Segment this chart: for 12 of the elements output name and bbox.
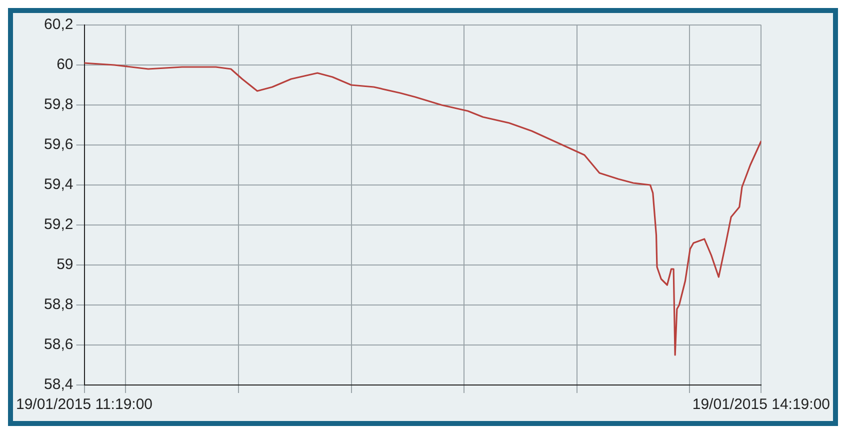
y-tick-label: 58,6 — [44, 336, 74, 354]
y-tick-label: 59,4 — [44, 176, 74, 194]
y-tick-label: 59,2 — [44, 216, 74, 234]
y-tick-label: 58,8 — [44, 296, 74, 314]
x-tick-label: 19/01/2015 14:19:00 — [692, 396, 830, 414]
y-tick-label: 60,2 — [44, 16, 74, 34]
x-tick-label: 19/01/2015 11:19:00 — [16, 396, 153, 414]
y-tick-label: 59 — [56, 256, 74, 274]
y-tick-label: 60 — [56, 56, 74, 74]
y-tick-label: 59,6 — [44, 136, 74, 154]
y-tick-label: 59,8 — [44, 96, 74, 114]
y-tick-label: 58,4 — [44, 376, 74, 394]
